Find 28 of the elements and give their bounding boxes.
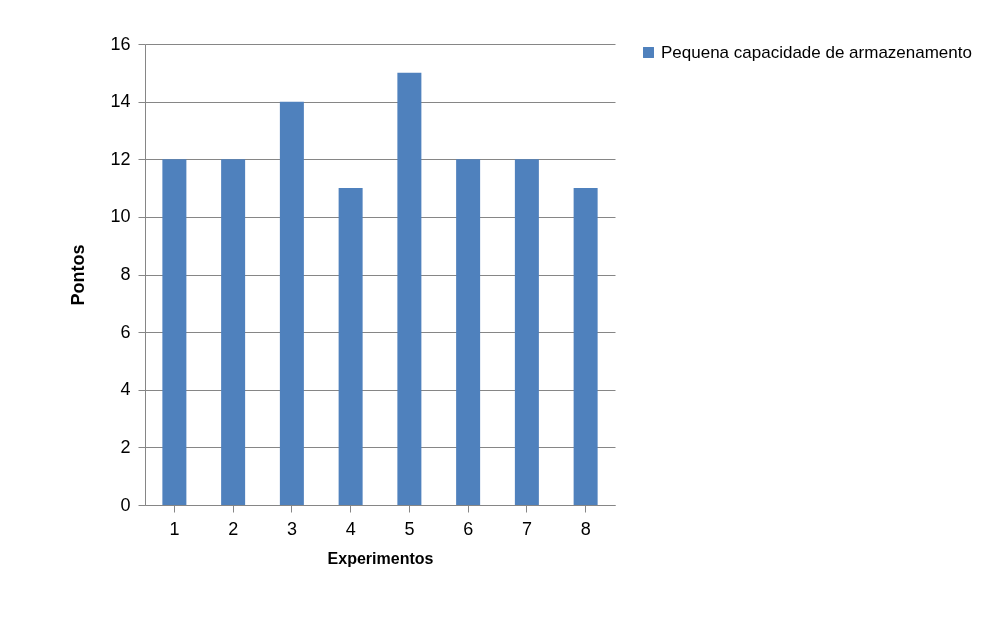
y-tick-label: 12: [110, 148, 131, 169]
bar: [162, 159, 187, 505]
x-tick-label: 2: [228, 518, 239, 539]
legend-label: Pequena capacidade de armazenamento: [661, 42, 972, 62]
y-tick-label: 0: [120, 494, 131, 515]
bar: [397, 72, 422, 505]
y-tick-label: 10: [110, 206, 131, 227]
bar: [573, 188, 598, 505]
x-tick-label: 7: [521, 518, 532, 539]
y-axis-title: Pontos: [68, 244, 89, 306]
y-tick-label: 6: [120, 321, 131, 342]
y-tick-label: 4: [120, 379, 131, 400]
bar: [338, 188, 363, 505]
x-tick-label: 4: [345, 518, 356, 539]
y-tick-label: 14: [110, 91, 131, 112]
y-tick-label: 16: [110, 33, 131, 54]
x-tick-label: 5: [404, 518, 415, 539]
x-tick-label: 3: [286, 518, 297, 539]
bar: [456, 159, 481, 505]
bar: [221, 159, 246, 505]
y-tick-label: 8: [120, 264, 131, 284]
bar: [279, 101, 304, 505]
x-axis-title: Experimentos: [327, 549, 434, 567]
x-tick-label: 6: [463, 518, 474, 539]
bar: [514, 159, 539, 505]
x-tick-label: 8: [580, 518, 591, 539]
x-tick-label: 1: [169, 518, 180, 539]
y-tick-label: 2: [120, 436, 131, 457]
